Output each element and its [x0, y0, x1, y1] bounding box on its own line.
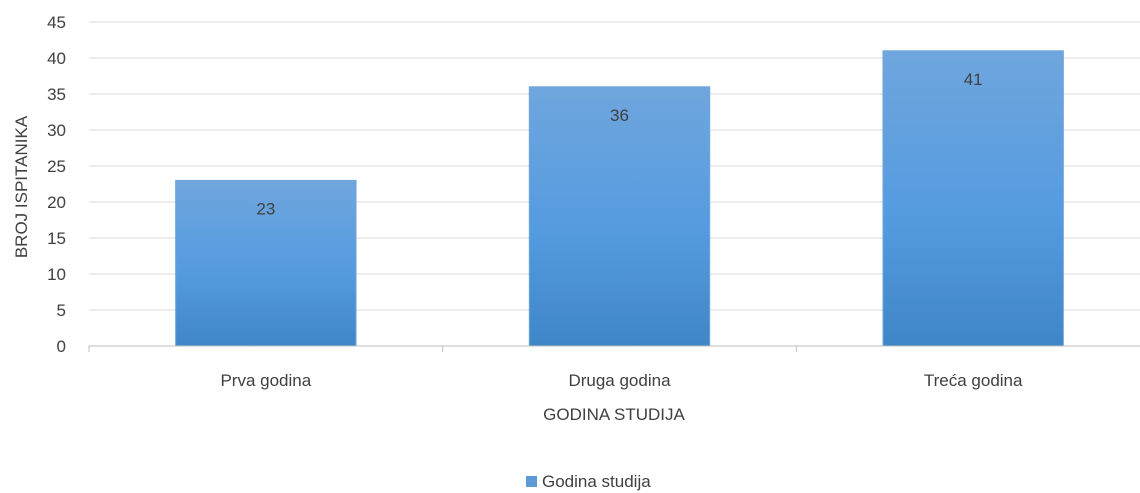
legend-swatch	[526, 476, 537, 487]
x-tick-label: Treća godina	[924, 371, 1023, 390]
data-label: 41	[964, 70, 983, 89]
bar	[175, 179, 357, 347]
x-axis-tick-labels: Prva godina Druga godina Treća godina	[220, 371, 1023, 390]
bar	[528, 86, 711, 347]
y-tick-label: 35	[47, 85, 66, 104]
x-axis	[88, 345, 1140, 352]
x-tick-label: Prva godina	[220, 371, 311, 390]
y-axis-title: BROJ ISPITANIKA	[12, 115, 31, 258]
y-tick-label: 0	[57, 337, 66, 356]
y-tick-label: 45	[47, 13, 66, 32]
y-tick-label: 25	[47, 157, 66, 176]
data-label: 23	[256, 199, 275, 218]
bars	[175, 50, 1064, 347]
y-tick-label: 30	[47, 121, 66, 140]
y-tick-label: 15	[47, 229, 66, 248]
y-tick-label: 20	[47, 193, 66, 212]
bar	[882, 50, 1064, 347]
y-axis-tick-labels: 0 5 10 15 20 25 30 35 40 45	[47, 13, 66, 356]
y-tick-label: 10	[47, 265, 66, 284]
y-tick-label: 5	[57, 301, 66, 320]
data-label: 36	[610, 106, 629, 125]
y-tick-label: 40	[47, 49, 66, 68]
data-labels: 23 36 41	[256, 70, 982, 219]
legend-label: Godina studija	[542, 472, 651, 491]
x-tick-label: Druga godina	[568, 371, 671, 390]
x-axis-title: GODINA STUDIJA	[543, 405, 685, 424]
legend: Godina studija	[526, 472, 651, 491]
